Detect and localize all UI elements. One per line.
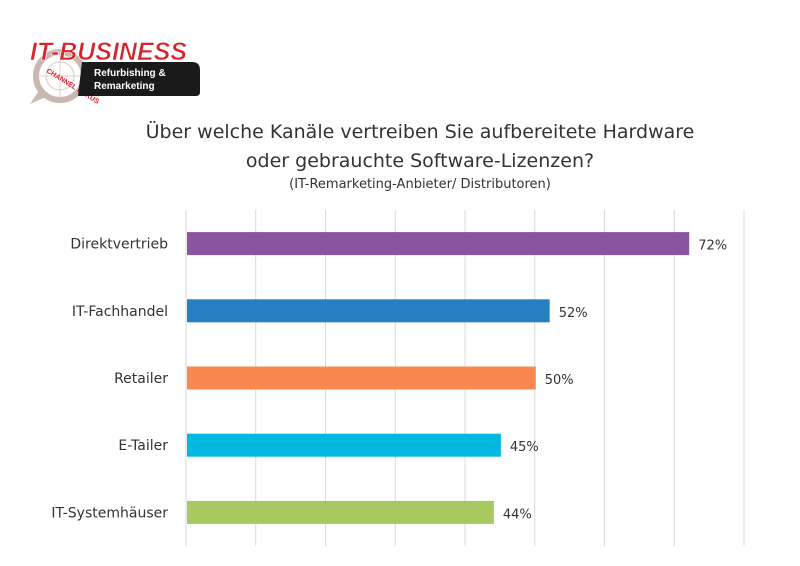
category-label: E-Tailer bbox=[118, 438, 168, 454]
category-label: Direktvertrieb bbox=[70, 237, 168, 253]
tag-line-1: Refurbishing & bbox=[94, 68, 166, 79]
bar bbox=[187, 500, 494, 524]
bar bbox=[187, 299, 550, 323]
it-business-logo: CHANNEL FOKUS Refurbishing & Remarketing… bbox=[24, 36, 204, 106]
chart-title-line-1: Über welche Kanäle vertreiben Sie aufber… bbox=[145, 121, 695, 143]
brand-wordmark: IT-BUSINESS bbox=[30, 38, 187, 66]
bar bbox=[187, 232, 690, 256]
category-label: Retailer bbox=[114, 371, 168, 387]
bar bbox=[187, 366, 536, 390]
chart-title: Über welche Kanäle vertreiben Sie aufber… bbox=[100, 118, 740, 176]
value-label: 72% bbox=[698, 239, 727, 254]
value-label: 44% bbox=[503, 507, 532, 522]
value-label: 52% bbox=[559, 306, 588, 321]
value-label: 45% bbox=[510, 440, 539, 455]
category-label: IT-Systemhäuser bbox=[51, 505, 168, 521]
bar bbox=[187, 433, 501, 457]
tag-line-2: Remarketing bbox=[94, 81, 155, 92]
value-label: 50% bbox=[545, 373, 574, 388]
category-label: IT-Fachhandel bbox=[72, 304, 168, 320]
chart-title-line-2: oder gebrauchte Software-Lizenzen? bbox=[245, 150, 595, 172]
refurbishing-tag: Refurbishing & Remarketing bbox=[78, 62, 200, 96]
chart-subtitle: (IT-Remarketing-Anbieter/ Distributoren) bbox=[289, 177, 551, 192]
